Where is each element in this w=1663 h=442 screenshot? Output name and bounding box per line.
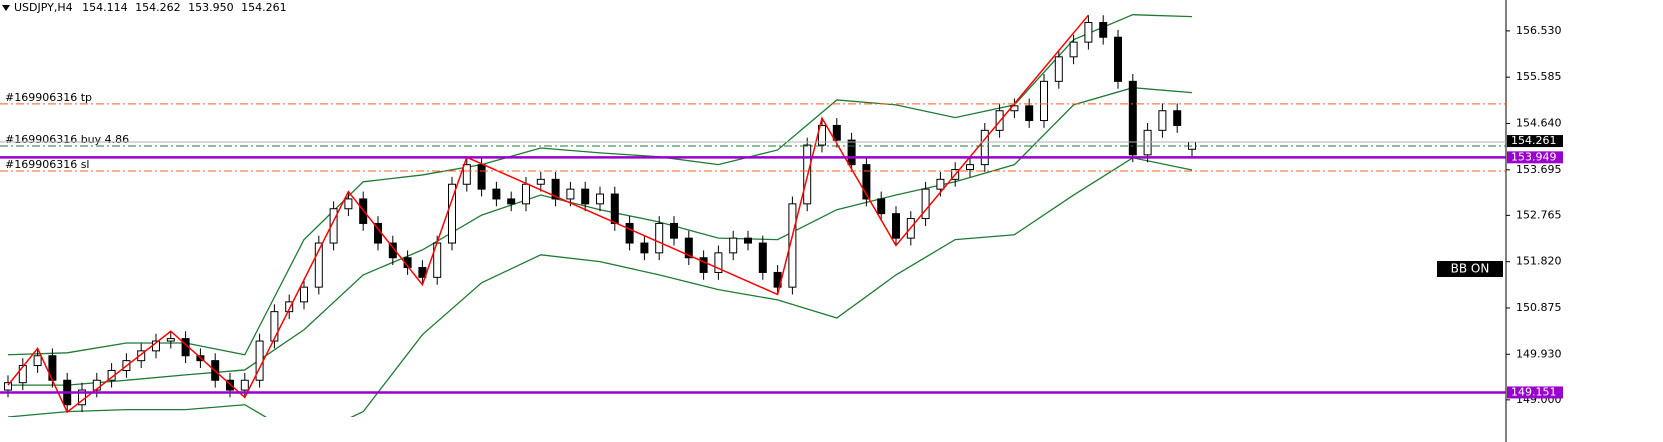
price-tag-label: 154.261 <box>1511 134 1557 147</box>
candle-body <box>714 252 723 273</box>
candle-body <box>966 164 974 171</box>
y-tick-label: 153.695 <box>1516 163 1562 176</box>
quote-close: 154.261 <box>241 1 287 14</box>
candle-body <box>921 188 930 220</box>
y-tick-label: 149.930 <box>1516 347 1562 360</box>
price-tag <box>1507 386 1563 399</box>
indicator-label: BB ON <box>1451 262 1490 276</box>
candle-body <box>492 188 501 200</box>
candle-body <box>300 286 308 303</box>
candle-body <box>625 222 634 244</box>
candle-body <box>877 198 886 215</box>
order-label: #169906316 buy 4.86 <box>5 133 129 146</box>
candle-body <box>1069 41 1078 58</box>
price-tag <box>1507 135 1563 148</box>
candle-body <box>166 338 175 342</box>
candle-body <box>788 203 797 288</box>
candle-body <box>596 193 604 205</box>
plot-area <box>4 14 1196 417</box>
candle-body <box>847 139 856 166</box>
candle-body <box>1143 129 1152 156</box>
candle-body <box>610 193 619 224</box>
bollinger-band <box>7 157 1193 417</box>
candle-body <box>536 178 545 185</box>
y-tick-label: 152.765 <box>1516 208 1562 221</box>
y-tick-label: 155.585 <box>1516 70 1562 83</box>
candle-body <box>240 379 249 391</box>
candle-body <box>684 237 693 259</box>
order-label: #169906316 sl <box>5 158 90 171</box>
candle-body <box>892 213 900 239</box>
candle-body <box>818 124 826 146</box>
candle-body <box>1099 22 1108 38</box>
bollinger-band <box>7 14 1193 356</box>
candle-body <box>329 208 338 244</box>
candle-body <box>137 350 146 362</box>
zigzag <box>7 14 1089 414</box>
candle-body <box>581 188 590 205</box>
candle-body <box>270 311 279 342</box>
candle-body <box>4 382 12 391</box>
candle-body <box>314 242 323 288</box>
indicator-box <box>1437 261 1503 277</box>
candle-body <box>462 164 471 185</box>
price-tag-label: 149.151 <box>1511 385 1557 398</box>
candle-body <box>448 183 456 244</box>
symbol: USDJPY,H4 <box>14 1 73 14</box>
candle-body <box>33 355 42 367</box>
candle-body <box>758 242 767 273</box>
candle-body <box>832 124 841 141</box>
candle-body <box>1040 80 1048 122</box>
y-tick-label: 154.640 <box>1516 116 1562 129</box>
candle-body <box>285 301 294 313</box>
candle-body <box>862 164 871 200</box>
candle-body <box>1025 105 1034 122</box>
candle-body <box>744 237 752 244</box>
quote-open: 154.114 <box>82 1 128 14</box>
price-tag <box>1507 151 1563 164</box>
candle-body <box>936 178 945 190</box>
price-tag-label: 153.949 <box>1511 150 1557 163</box>
y-tick-label: 150.875 <box>1516 301 1562 314</box>
candle-body <box>699 257 708 273</box>
order-label: #169906316 tp <box>5 91 92 104</box>
candle-body <box>507 198 516 205</box>
candle-body <box>1173 110 1182 126</box>
candle-body <box>1114 36 1122 82</box>
candle-body <box>344 198 353 210</box>
candle-body <box>92 379 101 391</box>
candle-body <box>1158 110 1167 131</box>
candle-body <box>388 242 397 259</box>
quote-high: 154.262 <box>135 1 181 14</box>
quote-low: 153.950 <box>188 1 234 14</box>
y-tick-label: 156.530 <box>1516 24 1562 37</box>
candle-body <box>566 188 575 200</box>
candle-body <box>670 222 678 239</box>
candle-body <box>1128 80 1137 156</box>
header: USDJPY,H4 154.114 154.262 153.950 154.26… <box>14 1 287 14</box>
menu-arrow[interactable] <box>2 5 10 11</box>
candle-body <box>18 365 27 384</box>
candle-body <box>477 164 486 190</box>
candle-body <box>551 178 560 200</box>
candle-body <box>980 129 989 166</box>
candle-body <box>655 222 664 254</box>
candle-body <box>522 183 530 205</box>
candle-body <box>1084 22 1093 43</box>
candle-body <box>1054 56 1063 82</box>
y-tick-label: 151.820 <box>1516 255 1562 268</box>
candle-body <box>729 237 738 254</box>
candle-body <box>640 242 649 254</box>
